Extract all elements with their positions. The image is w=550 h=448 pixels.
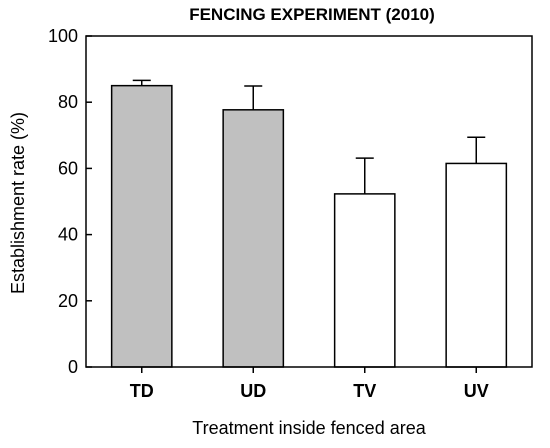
x-axis: TD UD TV UV (130, 367, 489, 401)
bars-layer (110, 84, 508, 368)
y-axis: 0 20 40 60 80 100 (48, 26, 92, 377)
bar-uv (445, 162, 508, 368)
y-tick-label: 0 (68, 357, 78, 377)
bar-td (110, 84, 173, 368)
x-tick-label-ud: UD (240, 381, 266, 401)
y-axis-label: Establishment rate (%) (8, 112, 28, 294)
x-axis-label: Treatment inside fenced area (192, 418, 426, 438)
plot-frame (85, 35, 533, 368)
x-tick-label-td: TD (130, 381, 154, 401)
x-tick-label-uv: UV (464, 381, 489, 401)
x-tick-label-tv: TV (353, 381, 376, 401)
y-tick-label: 20 (58, 291, 78, 311)
y-tick-label: 100 (48, 26, 78, 46)
bar-ud (222, 109, 285, 368)
y-tick-label: 80 (58, 92, 78, 112)
y-tick-label: 40 (58, 225, 78, 245)
y-tick-label: 60 (58, 158, 78, 178)
chart-title: FENCING EXPERIMENT (2010) (189, 5, 435, 24)
error-bars-layer (132, 79, 486, 194)
bar-tv (333, 193, 396, 368)
